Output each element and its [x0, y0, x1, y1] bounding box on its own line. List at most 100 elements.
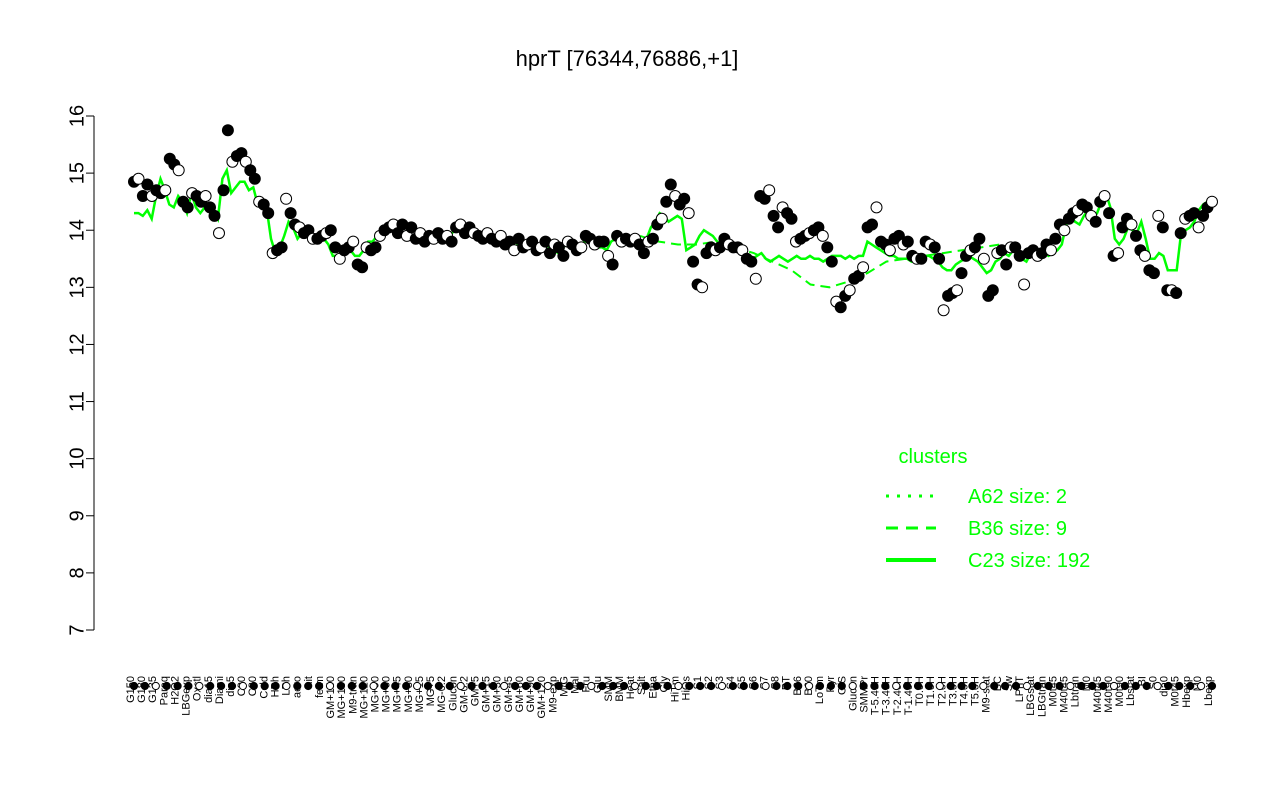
data-point	[928, 241, 941, 254]
x-marker	[456, 681, 465, 691]
data-point	[696, 281, 709, 294]
data-point	[324, 224, 337, 237]
x-marker	[783, 681, 792, 691]
data-point	[213, 227, 225, 240]
x-marker	[696, 681, 705, 691]
x-tick-label: Heat	[625, 676, 637, 699]
chart-title: hprT [76344,76886,+1]	[516, 46, 739, 71]
data-point	[356, 261, 369, 274]
x-marker	[674, 681, 683, 691]
x-marker	[151, 681, 160, 691]
data-point	[1130, 229, 1142, 242]
x-marker	[663, 681, 672, 691]
x-marker	[347, 681, 356, 691]
x-marker	[815, 681, 825, 691]
x-marker	[1197, 681, 1206, 691]
x-marker	[336, 681, 345, 691]
data-point	[405, 221, 418, 234]
data-point	[1089, 215, 1102, 228]
data-point	[816, 229, 829, 242]
x-marker	[195, 681, 204, 691]
axes: 7 8 9 10 11 12 13 14 15 16	[66, 105, 95, 636]
x-marker	[1164, 681, 1173, 691]
x-marker	[903, 681, 912, 691]
x-marker	[805, 681, 814, 691]
data-point	[217, 184, 230, 197]
data-point	[821, 241, 834, 254]
data-point	[937, 304, 950, 317]
data-point	[655, 212, 668, 225]
x-marker	[500, 681, 509, 691]
x-marker	[1186, 681, 1195, 691]
data-point	[597, 235, 610, 248]
x-marker	[794, 681, 803, 691]
data-point	[866, 218, 878, 231]
data-point	[870, 201, 883, 214]
x-marker	[609, 681, 618, 691]
x-marker	[423, 681, 433, 691]
data-point	[915, 252, 928, 265]
x-marker	[1044, 681, 1053, 691]
data-point	[369, 241, 382, 254]
x-marker	[380, 681, 389, 691]
x-tick-label: M/G	[558, 676, 570, 697]
data-point	[660, 195, 673, 208]
x-marker	[826, 681, 836, 691]
x-marker	[935, 681, 944, 691]
x-marker	[772, 681, 781, 691]
legend-label: A62 size: 2	[968, 486, 1067, 508]
data-point	[1098, 190, 1111, 202]
x-marker	[739, 681, 748, 691]
x-marker	[1153, 681, 1162, 691]
x-marker	[129, 681, 139, 691]
x-marker	[968, 681, 977, 691]
data-point	[883, 244, 896, 257]
x-marker	[1055, 681, 1064, 691]
data-point	[1125, 218, 1138, 231]
x-marker	[685, 681, 694, 691]
data-point	[637, 247, 650, 260]
data-point	[181, 201, 194, 214]
x-marker	[543, 681, 552, 691]
x-marker	[652, 681, 661, 691]
data-point	[763, 184, 776, 197]
x-marker	[445, 681, 454, 691]
data-point	[284, 207, 297, 220]
data-point	[1000, 258, 1013, 271]
x-marker	[184, 681, 193, 691]
x-marker	[913, 681, 923, 691]
x-tick-labels: G150G180G135ParaqH2O2LBGexpOxctldia15Dia…	[125, 675, 1215, 718]
data-point	[347, 235, 360, 248]
data-point	[1103, 207, 1116, 220]
data-point	[767, 209, 780, 222]
data-point	[986, 284, 999, 297]
data-point	[772, 221, 785, 234]
x-marker	[630, 681, 640, 691]
x-marker	[750, 681, 759, 691]
x-marker	[510, 681, 520, 691]
data-point	[1152, 209, 1165, 222]
x-marker	[619, 681, 629, 691]
data-point	[1112, 247, 1125, 260]
x-marker	[1175, 681, 1184, 691]
x-marker	[957, 681, 966, 691]
data-point	[825, 255, 838, 268]
x-marker	[293, 681, 302, 691]
data-point	[749, 272, 762, 285]
x-marker	[728, 681, 738, 691]
x-marker	[521, 681, 531, 691]
x-marker	[554, 681, 563, 691]
y-tick-label: 7	[66, 624, 88, 635]
x-marker	[532, 681, 542, 691]
data-point	[262, 207, 275, 220]
x-marker	[162, 681, 171, 691]
x-marker	[1120, 681, 1130, 691]
x-marker	[848, 681, 857, 691]
data-point	[1045, 244, 1057, 257]
x-marker	[304, 681, 313, 691]
data-point	[1192, 221, 1205, 234]
x-marker	[1077, 681, 1086, 691]
data-point	[1206, 195, 1218, 208]
x-marker	[249, 681, 258, 691]
